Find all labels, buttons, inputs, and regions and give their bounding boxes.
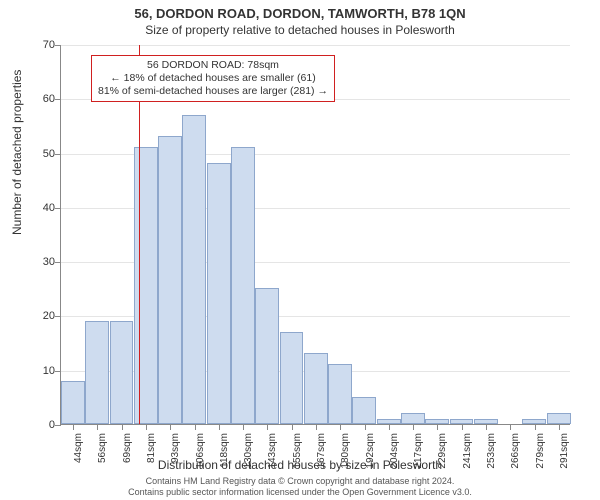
x-tick	[219, 424, 220, 430]
y-tick-label: 20	[29, 310, 55, 322]
histogram-bar	[255, 288, 279, 424]
x-tick	[316, 424, 317, 430]
y-axis-label: Number of detached properties	[10, 70, 24, 235]
footer-line-1: Contains HM Land Registry data © Crown c…	[0, 476, 600, 487]
x-tick	[97, 424, 98, 430]
footer-attribution: Contains HM Land Registry data © Crown c…	[0, 476, 600, 498]
histogram-bar	[85, 321, 109, 424]
x-tick	[292, 424, 293, 430]
x-tick	[146, 424, 147, 430]
x-tick	[462, 424, 463, 430]
x-tick	[510, 424, 511, 430]
x-tick	[243, 424, 244, 430]
y-tick	[55, 371, 61, 372]
y-tick	[55, 316, 61, 317]
y-tick-label: 50	[29, 148, 55, 160]
annotation-box: 56 DORDON ROAD: 78sqm ← 18% of detached …	[91, 55, 335, 102]
y-tick-label: 60	[29, 93, 55, 105]
histogram-bar	[158, 136, 182, 424]
x-tick	[389, 424, 390, 430]
y-tick	[55, 99, 61, 100]
chart-title: 56, DORDON ROAD, DORDON, TAMWORTH, B78 1…	[0, 0, 600, 21]
footer-line-2: Contains public sector information licen…	[0, 487, 600, 498]
histogram-bar	[280, 332, 304, 424]
histogram-bar	[134, 147, 158, 424]
y-tick	[55, 45, 61, 46]
x-tick	[486, 424, 487, 430]
histogram-bar	[304, 353, 328, 424]
histogram-bar	[231, 147, 255, 424]
x-tick	[267, 424, 268, 430]
chart-subtitle: Size of property relative to detached ho…	[0, 21, 600, 37]
x-axis-label: Distribution of detached houses by size …	[0, 458, 600, 472]
y-tick-label: 10	[29, 365, 55, 377]
gridline	[61, 45, 570, 46]
histogram-bar	[182, 115, 206, 424]
annotation-line-1: 56 DORDON ROAD: 78sqm	[98, 59, 328, 72]
x-tick	[73, 424, 74, 430]
y-tick	[55, 208, 61, 209]
y-tick-label: 40	[29, 202, 55, 214]
y-tick	[55, 425, 61, 426]
y-tick-label: 0	[29, 419, 55, 431]
histogram-bar	[207, 163, 231, 424]
x-tick	[195, 424, 196, 430]
annotation-line-3: 81% of semi-detached houses are larger (…	[98, 85, 328, 98]
plot-area: 01020304050607044sqm56sqm69sqm81sqm93sqm…	[60, 45, 570, 425]
histogram-bar	[352, 397, 376, 424]
histogram-bar	[61, 381, 85, 424]
annotation-line-2: ← 18% of detached houses are smaller (61…	[98, 72, 328, 85]
y-tick	[55, 262, 61, 263]
histogram-bar	[328, 364, 352, 424]
x-tick	[122, 424, 123, 430]
x-tick	[340, 424, 341, 430]
x-tick	[559, 424, 560, 430]
x-tick	[365, 424, 366, 430]
y-tick-label: 30	[29, 256, 55, 268]
x-tick	[535, 424, 536, 430]
y-tick	[55, 154, 61, 155]
histogram-bar	[110, 321, 134, 424]
y-tick-label: 70	[29, 39, 55, 51]
histogram-bar	[401, 413, 425, 424]
histogram-bar	[547, 413, 571, 424]
chart-container: 56, DORDON ROAD, DORDON, TAMWORTH, B78 1…	[0, 0, 600, 500]
x-tick	[170, 424, 171, 430]
x-tick	[413, 424, 414, 430]
x-tick	[437, 424, 438, 430]
